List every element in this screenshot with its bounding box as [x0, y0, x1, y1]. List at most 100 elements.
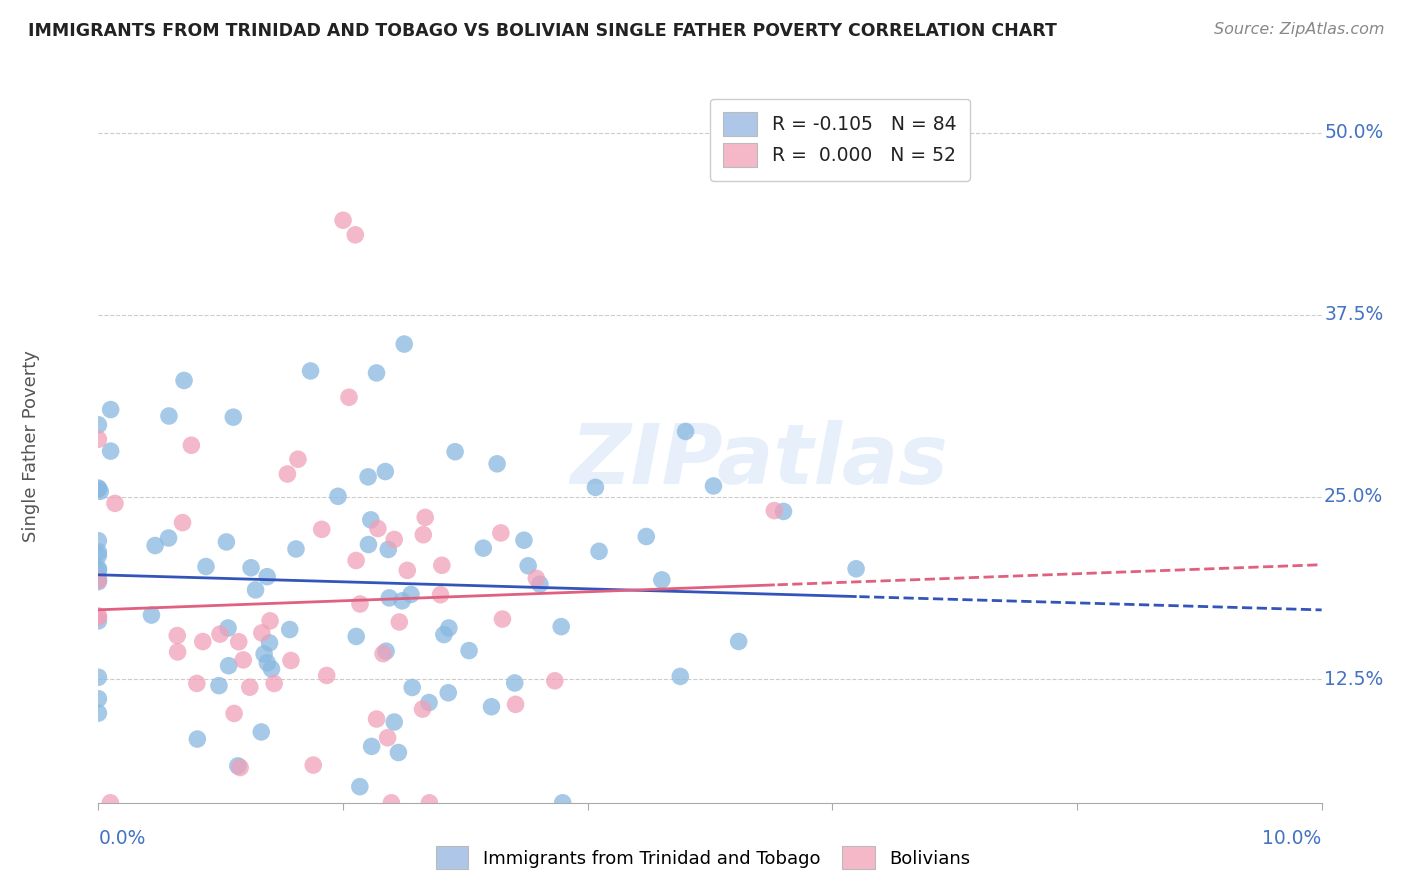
Point: [260, 662, 283, 676]
Point: [311, 522, 333, 536]
Point: [377, 731, 399, 745]
Point: [392, 337, 416, 351]
Point: [486, 457, 509, 471]
Point: [256, 569, 278, 583]
Point: [173, 374, 195, 388]
Text: 10.0%: 10.0%: [1263, 829, 1322, 848]
Point: [337, 390, 360, 404]
Text: ZIPatlas: ZIPatlas: [569, 420, 948, 500]
Point: [87, 574, 110, 589]
Point: [87, 417, 110, 432]
Point: [104, 496, 127, 510]
Point: [100, 444, 122, 458]
Point: [239, 680, 262, 694]
Point: [172, 516, 194, 530]
Point: [232, 653, 254, 667]
Point: [228, 634, 250, 648]
Point: [253, 647, 276, 661]
Point: [702, 479, 724, 493]
Point: [727, 634, 749, 648]
Point: [195, 559, 218, 574]
Point: [143, 539, 166, 553]
Legend: R = -0.105   N = 84, R =  0.000   N = 52: R = -0.105 N = 84, R = 0.000 N = 52: [710, 99, 970, 180]
Point: [256, 656, 278, 670]
Point: [481, 699, 503, 714]
Point: [458, 643, 481, 657]
Text: 25.0%: 25.0%: [1324, 487, 1384, 507]
Point: [651, 573, 673, 587]
Point: [87, 609, 110, 624]
Point: [87, 481, 110, 495]
Point: [326, 489, 349, 503]
Point: [87, 691, 110, 706]
Point: [437, 686, 460, 700]
Point: [245, 582, 267, 597]
Point: [636, 529, 658, 543]
Point: [285, 541, 308, 556]
Point: [186, 676, 208, 690]
Point: [489, 525, 512, 540]
Text: 0.0%: 0.0%: [98, 829, 146, 848]
Point: [669, 669, 692, 683]
Point: [100, 402, 122, 417]
Text: 12.5%: 12.5%: [1324, 670, 1384, 689]
Point: [349, 780, 371, 794]
Point: [315, 668, 337, 682]
Point: [513, 533, 536, 548]
Point: [845, 562, 868, 576]
Point: [87, 533, 110, 548]
Point: [772, 504, 794, 518]
Point: [100, 796, 122, 810]
Point: [396, 563, 419, 577]
Text: 50.0%: 50.0%: [1324, 123, 1384, 143]
Point: [524, 571, 547, 585]
Point: [344, 630, 367, 644]
Point: [360, 513, 382, 527]
Point: [87, 545, 110, 559]
Point: [240, 561, 263, 575]
Point: [208, 627, 231, 641]
Point: [413, 510, 436, 524]
Point: [491, 612, 513, 626]
Point: [87, 572, 110, 586]
Point: [371, 647, 394, 661]
Text: 37.5%: 37.5%: [1324, 305, 1384, 325]
Point: [278, 623, 301, 637]
Point: [418, 796, 440, 810]
Point: [382, 714, 405, 729]
Point: [437, 621, 460, 635]
Point: [191, 634, 214, 648]
Point: [517, 558, 540, 573]
Text: IMMIGRANTS FROM TRINIDAD AND TOBAGO VS BOLIVIAN SINGLE FATHER POVERTY CORRELATIO: IMMIGRANTS FROM TRINIDAD AND TOBAGO VS B…: [28, 22, 1057, 40]
Point: [391, 594, 413, 608]
Point: [675, 425, 697, 439]
Point: [505, 698, 527, 712]
Legend: Immigrants from Trinidad and Tobago, Bolivians: Immigrants from Trinidad and Tobago, Bol…: [427, 838, 979, 879]
Point: [157, 531, 180, 545]
Point: [229, 760, 252, 774]
Point: [382, 533, 405, 547]
Point: [378, 591, 401, 605]
Point: [429, 588, 451, 602]
Point: [433, 627, 456, 641]
Point: [87, 482, 110, 496]
Text: Source: ZipAtlas.com: Source: ZipAtlas.com: [1215, 22, 1385, 37]
Point: [544, 673, 567, 688]
Point: [250, 626, 273, 640]
Point: [299, 364, 322, 378]
Point: [87, 706, 110, 720]
Point: [503, 676, 526, 690]
Point: [387, 746, 409, 760]
Point: [399, 587, 422, 601]
Point: [141, 608, 163, 623]
Point: [763, 503, 786, 517]
Point: [585, 480, 607, 494]
Point: [357, 537, 380, 551]
Point: [87, 670, 110, 684]
Point: [280, 653, 302, 667]
Point: [375, 644, 398, 658]
Point: [226, 759, 249, 773]
Point: [357, 470, 380, 484]
Point: [360, 739, 382, 754]
Point: [302, 758, 325, 772]
